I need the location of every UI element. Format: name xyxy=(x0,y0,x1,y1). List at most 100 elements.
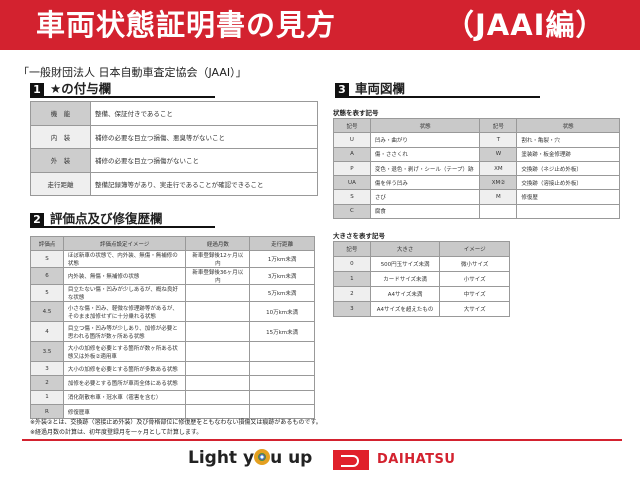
symbol: C xyxy=(333,203,371,220)
symbol: 2 xyxy=(333,286,371,302)
score: 1 xyxy=(30,389,64,405)
size: カードサイズ未満 xyxy=(369,271,441,287)
rainbow-ring-icon xyxy=(254,449,271,465)
header-row: 記号 大きさ イメージ xyxy=(333,241,510,257)
symbol: A xyxy=(333,146,371,162)
state: 傷を伴う凹み xyxy=(369,175,481,191)
score: 3 xyxy=(30,360,64,377)
months xyxy=(185,301,251,322)
table-row: 外 装補修の必要な目立つ損傷がないこと xyxy=(30,148,318,173)
slogan-logo: Light y u up xyxy=(188,448,312,468)
header-row: 記号 状態 記号 状態 xyxy=(333,117,620,134)
symbol: 1 xyxy=(333,271,371,287)
column-header: 状態 xyxy=(516,117,620,134)
symbol: S xyxy=(333,189,371,205)
state: 交換跡（ネジ止め外板） xyxy=(516,160,620,177)
description: 大小の加修を必要とする箇所が数ヶ所ある状態又は外板②適用車 xyxy=(62,341,187,362)
size-symbol-table: 記号 大きさ イメージ 0 500円玉サイズ未満 微小サイズ 1 カードサイズ未満 小サイズ 2 A… xyxy=(333,241,510,317)
table-row: S さび M 修復歴 xyxy=(333,189,620,205)
score: 5 xyxy=(30,284,64,302)
column-header: 経過月数 xyxy=(185,236,251,251)
state-symbol-table: 記号 状態 記号 状態 U 凹み・曲がり T 割れ・亀裂・穴 A 傷・ささくれ W 塗装跡・板金修理跡… xyxy=(333,117,620,220)
section-number: 2 xyxy=(30,213,44,227)
header-row: 評価点 評価点設定イメージ 経過月数 走行距離 xyxy=(30,236,315,251)
table-row: 4.5 小さな傷・凹み、軽微な修理跡等があるが、そのまま加修せずに十分乗れる状態 1… xyxy=(30,301,315,322)
column-header: 大きさ xyxy=(369,241,441,257)
table-row: 3 A4サイズを超えたもの 大サイズ xyxy=(333,301,510,317)
column-header: 評価点設定イメージ xyxy=(62,236,187,251)
page-title: 車両状態証明書の見方 xyxy=(36,8,337,42)
size: A4サイズを超えたもの xyxy=(369,301,441,317)
row-text: 補修の必要な目立つ損傷がないこと xyxy=(90,148,318,173)
symbol: W xyxy=(479,146,518,162)
state: 腐食 xyxy=(369,203,481,220)
image: 微小サイズ xyxy=(439,256,510,272)
size: A4サイズ未満 xyxy=(369,286,441,302)
slogan-text: u up xyxy=(270,448,313,468)
table-row: 3 大小の加修を必要とする箇所が多数ある状態 xyxy=(30,360,315,377)
table-row: 4 目立つ傷・凹み等が少しあり、加修が必要と思われる箇所が数ヶ所ある状態 15万km… xyxy=(30,321,315,342)
score: R xyxy=(30,403,64,420)
symbol: U xyxy=(333,132,371,148)
symbol: 3 xyxy=(333,301,371,317)
symbol: M xyxy=(479,189,518,205)
description: ほぼ新車の状態で、内外装、無傷・無補修の状態 xyxy=(62,250,187,268)
table-row: 2 加修を必要とする箇所が車両全体にある状態 xyxy=(30,375,315,391)
mileage xyxy=(249,341,315,362)
months: 新車登録後36ヶ月以内 xyxy=(185,267,251,285)
table-row: 内 装補修の必要な目立つ損傷、悪臭等がないこと xyxy=(30,124,318,149)
table-row: 1 消化剤散布車・冠水車（雹害を含む） xyxy=(30,389,315,405)
mileage xyxy=(249,375,315,391)
table-row: 1 カードサイズ未満 小サイズ xyxy=(333,271,510,287)
mileage: 3万km未満 xyxy=(249,267,315,285)
section-title: ★の付与欄 xyxy=(50,81,112,96)
mileage xyxy=(249,389,315,405)
state: 交換跡（溶接止め外板） xyxy=(516,175,620,191)
table-row: U 凹み・曲がり T 割れ・亀裂・穴 xyxy=(333,132,620,148)
column-header: 記号 xyxy=(333,117,371,134)
symbol: P xyxy=(333,160,371,177)
state: 凹み・曲がり xyxy=(369,132,481,148)
description: 目立つ傷・凹み等が少しあり、加修が必要と思われる箇所が数ヶ所ある状態 xyxy=(62,321,187,342)
column-header: イメージ xyxy=(439,241,510,257)
mileage xyxy=(249,360,315,377)
symbol: 0 xyxy=(333,256,371,272)
score: 2 xyxy=(30,375,64,391)
image: 中サイズ xyxy=(439,286,510,302)
column-header: 走行距離 xyxy=(249,236,315,251)
description: 消化剤散布車・冠水車（雹害を含む） xyxy=(62,389,187,405)
section-title: 評価点及び修復歴欄 xyxy=(50,211,163,226)
symbol xyxy=(479,203,518,220)
table-row: A 傷・ささくれ W 塗装跡・板金修理跡 xyxy=(333,146,620,162)
table-row: UA 傷を伴う凹み XM② 交換跡（溶接止め外板） xyxy=(333,175,620,191)
size-caption: 大きさを表す記号 xyxy=(333,232,385,240)
table-row: 3.5 大小の加修を必要とする箇所が数ヶ所ある状態又は外板②適用車 xyxy=(30,341,315,362)
daihatsu-mark-icon xyxy=(333,450,369,470)
description: 加修を必要とする箇所が車両全体にある状態 xyxy=(62,375,187,391)
state: 変色・退色・剥げ・シール（テープ）跡 xyxy=(369,160,481,177)
months xyxy=(185,341,251,362)
table-row: R 修復歴車 xyxy=(30,403,315,420)
months xyxy=(185,389,251,405)
star-table: 機 能整備、保証付きであること内 装補修の必要な目立つ損傷、悪臭等がないこと外 … xyxy=(30,101,318,196)
section2-heading: 2 評価点及び修復歴欄 xyxy=(30,212,215,228)
table-row: 6 内外装、無傷・無補修の状態 新車登録後36ヶ月以内 3万km未満 xyxy=(30,267,315,285)
footnote: ※経過月数の計算は、初年度登録月を一ヶ月として計算します。 xyxy=(30,429,203,436)
symbol: XM xyxy=(479,160,518,177)
score: S xyxy=(30,250,64,268)
description: 内外装、無傷・無補修の状態 xyxy=(62,267,187,285)
state: 修復歴 xyxy=(516,189,620,205)
mileage: 10万km未満 xyxy=(249,301,315,322)
state: 塗装跡・板金修理跡 xyxy=(516,146,620,162)
description: 小さな傷・凹み、軽微な修理跡等があるが、そのまま加修せずに十分乗れる状態 xyxy=(62,301,187,322)
score: 6 xyxy=(30,267,64,285)
mileage: 15万km未満 xyxy=(249,321,315,342)
months xyxy=(185,375,251,391)
table-row: S ほぼ新車の状態で、内外装、無傷・無補修の状態 新車登録後12ヶ月以内 1万km未満 xyxy=(30,250,315,268)
mileage xyxy=(249,403,315,420)
score: 3.5 xyxy=(30,341,64,362)
table-row: C 腐食 xyxy=(333,203,620,220)
months xyxy=(185,360,251,377)
row-text: 整備、保証付きであること xyxy=(90,101,318,126)
table-row: 機 能整備、保証付きであること xyxy=(30,101,318,126)
